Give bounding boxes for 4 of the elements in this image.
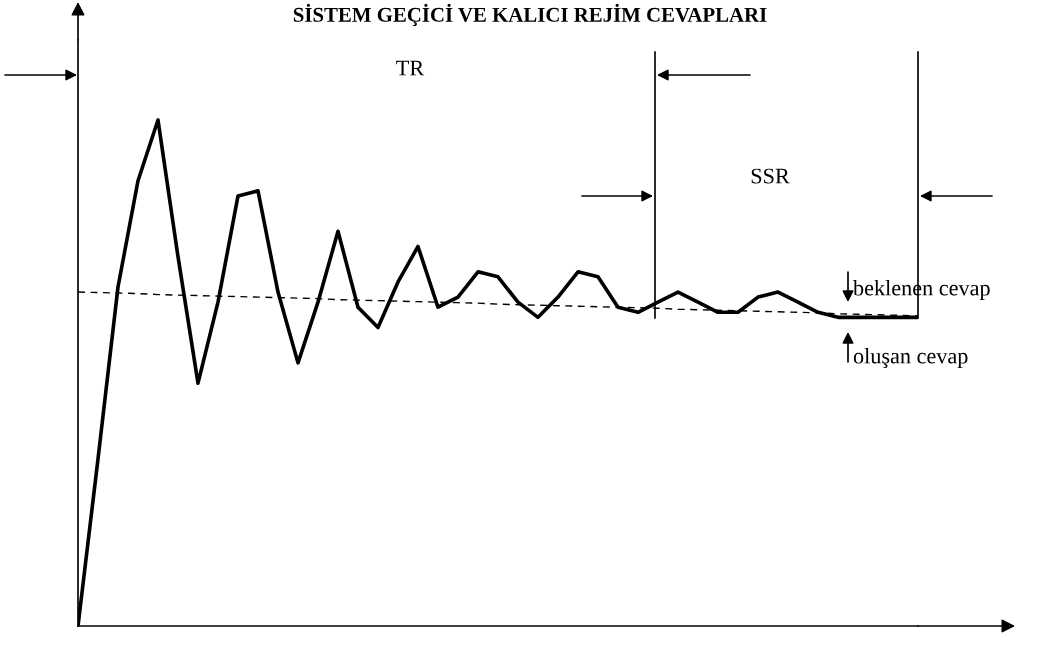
annotation: oluşan cevap [853, 347, 968, 369]
chart-title: SİSTEM GEÇİCİ VE KALICI REJİM CEVAPLARI [293, 3, 767, 26]
annotation: SSR [751, 168, 790, 184]
text: TR [396, 60, 425, 76]
